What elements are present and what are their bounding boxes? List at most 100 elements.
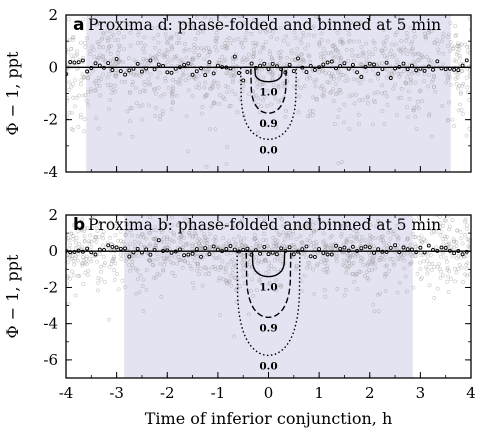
scatter-point — [93, 234, 98, 239]
scatter-point — [402, 258, 407, 263]
scatter-point — [183, 42, 187, 46]
scatter-point — [277, 55, 282, 60]
scatter-point — [101, 229, 106, 234]
scatter-point — [181, 177, 184, 180]
scatter-point — [371, 302, 376, 307]
scatter-point — [81, 255, 85, 260]
binned-point — [405, 247, 410, 252]
scatter-point — [69, 47, 74, 51]
scatter-point — [460, 84, 465, 88]
scatter-point — [311, 230, 316, 235]
scatter-point — [180, 265, 185, 270]
scatter-point — [133, 73, 138, 78]
scatter-point — [440, 104, 445, 109]
scatter-point — [96, 281, 101, 285]
panel-title: Proxima b: phase-folded and binned at 5 … — [88, 216, 441, 234]
scatter-point — [405, 75, 410, 80]
binned-point — [338, 246, 343, 251]
binned-point — [287, 245, 292, 250]
scatter-point — [263, 259, 268, 263]
scatter-point — [270, 76, 275, 81]
binned-point — [452, 67, 457, 72]
scatter-point — [202, 85, 207, 90]
scatter-point — [105, 75, 110, 80]
binned-point — [317, 247, 322, 252]
scatter-point — [269, 55, 274, 60]
scatter-point — [261, 238, 266, 243]
scatter-point — [331, 99, 336, 104]
binned-point — [262, 61, 267, 66]
scatter-point — [243, 35, 248, 40]
scatter-point — [81, 282, 86, 286]
scatter-point — [89, 224, 94, 229]
scatter-point — [450, 117, 455, 122]
scatter-point — [408, 49, 413, 54]
scatter-point — [418, 260, 423, 265]
scatter-point — [391, 260, 396, 265]
scatter-point — [373, 236, 378, 241]
scatter-point — [87, 241, 92, 246]
scatter-point — [457, 43, 462, 48]
scatter-point — [169, 215, 174, 220]
scatter-point — [446, 242, 451, 247]
scatter-point — [335, 49, 340, 54]
scatter-point — [328, 20, 333, 24]
scatter-point — [321, 231, 326, 236]
scatter-point — [136, 254, 141, 259]
scatter-point — [448, 277, 453, 281]
binned-point — [359, 246, 364, 251]
scatter-point — [161, 268, 166, 273]
scatter-point — [75, 245, 80, 249]
scatter-point — [130, 134, 135, 139]
binned-point — [304, 244, 309, 249]
scatter-point — [441, 241, 446, 246]
scatter-point — [356, 54, 361, 59]
scatter-point — [113, 224, 118, 228]
scatter-point — [437, 267, 442, 271]
scatter-point — [420, 53, 424, 58]
scatter-point — [364, 41, 369, 46]
scatter-point — [372, 91, 377, 96]
scatter-point — [394, 57, 399, 62]
scatter-point — [218, 264, 223, 269]
scatter-point — [454, 81, 459, 86]
scatter-point — [315, 97, 319, 102]
scatter-point — [299, 52, 304, 57]
y-tick-label: 2 — [48, 6, 58, 24]
binned-point — [270, 61, 275, 66]
scatter-point — [268, 28, 272, 33]
scatter-point — [70, 269, 75, 274]
scatter-point — [177, 236, 182, 241]
scatter-point — [318, 86, 323, 91]
scatter-point — [266, 71, 271, 75]
scatter-point — [447, 71, 452, 76]
binned-point — [190, 251, 195, 256]
panel-letter: a — [73, 15, 84, 35]
scatter-point — [352, 235, 357, 240]
scatter-point — [213, 234, 218, 239]
scatter-point — [111, 32, 116, 37]
scatter-point — [364, 270, 369, 275]
scatter-point — [262, 94, 267, 99]
scatter-point — [468, 16, 471, 21]
scatter-point — [234, 299, 239, 304]
scatter-point — [171, 261, 176, 266]
scatter-point — [72, 223, 76, 227]
scatter-point — [130, 233, 134, 238]
scatter-point — [310, 222, 315, 227]
scatter-point — [262, 231, 267, 236]
scatter-point — [254, 288, 259, 293]
binned-point — [114, 245, 119, 250]
scatter-point — [392, 263, 397, 268]
scatter-point — [276, 85, 281, 90]
scatter-point — [327, 221, 332, 226]
binned-point — [325, 60, 330, 65]
scatter-point — [412, 106, 417, 110]
binned-point — [186, 61, 191, 66]
scatter-point — [341, 120, 346, 125]
scatter-point — [293, 35, 298, 40]
scatter-point — [180, 73, 185, 78]
scatter-point — [267, 260, 271, 265]
scatter-point — [199, 239, 204, 244]
scatter-point — [67, 110, 72, 115]
